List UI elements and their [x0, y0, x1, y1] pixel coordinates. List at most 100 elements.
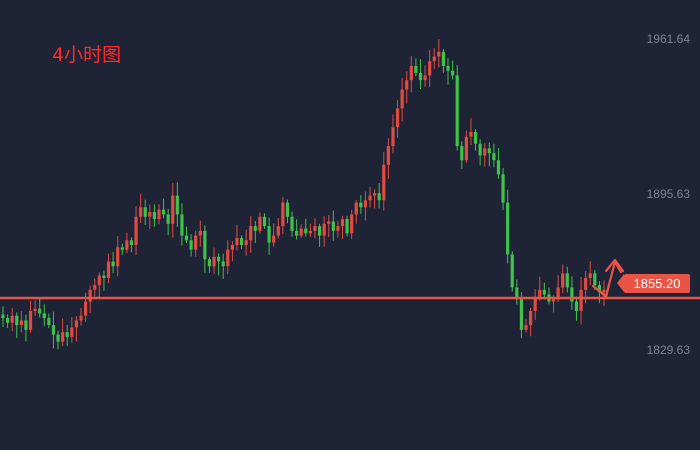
candle-body [171, 195, 175, 224]
candle-body [340, 219, 345, 227]
projection-arrowhead-down [595, 283, 611, 299]
candle-body [437, 51, 441, 57]
candle-body [400, 89, 404, 109]
candle-body [565, 273, 569, 288]
candle-body [428, 61, 432, 76]
candle-body [189, 240, 193, 250]
candle-body [244, 240, 248, 246]
candle-body [455, 75, 459, 147]
candle-body [574, 301, 579, 311]
candle-body [317, 226, 322, 236]
candle-body [359, 202, 363, 208]
candle-body [221, 261, 225, 267]
candle-body [327, 221, 331, 224]
candle-body [276, 226, 280, 236]
candle-body [157, 209, 161, 220]
candle-body [460, 146, 464, 161]
candle-body [506, 202, 510, 255]
candle-body [570, 287, 574, 302]
candle-body [478, 143, 482, 156]
candle-body [395, 108, 400, 128]
candle-body [515, 287, 519, 300]
candle-body [97, 275, 101, 286]
candle-body [322, 223, 326, 236]
candle-body [414, 65, 418, 74]
candle-body [579, 289, 583, 311]
candle-body [139, 207, 143, 217]
candle-body [239, 237, 244, 246]
candle-body [405, 80, 409, 90]
candle-body [116, 247, 120, 267]
candle-body [593, 273, 597, 286]
candle-body [161, 209, 166, 215]
candle-body [382, 164, 386, 201]
candle-body [373, 193, 377, 196]
candle-body [528, 310, 533, 326]
candle-body [198, 230, 202, 236]
candle-body [166, 214, 170, 224]
candle-body [331, 221, 335, 231]
candle-body [111, 261, 115, 267]
candle-body [253, 226, 257, 231]
candle-body [363, 200, 368, 208]
candle-body [83, 301, 88, 316]
y-tick-label: 1961.64 [646, 31, 690, 46]
candle-body [313, 226, 317, 231]
candle-body [51, 325, 56, 335]
candle-body [148, 212, 152, 217]
candle-body [345, 219, 349, 234]
candle-body [262, 216, 267, 227]
candle-body [24, 320, 28, 330]
chart-title: 4小时图 [52, 44, 122, 66]
candle-body [152, 212, 156, 220]
candle-body [61, 332, 65, 342]
candle-body [469, 131, 473, 137]
candle-body [584, 278, 588, 290]
candle-body [354, 202, 358, 215]
candle-body [143, 207, 147, 217]
candle-body [194, 235, 198, 250]
candle-body [290, 216, 294, 231]
projection-arrowhead-up [604, 258, 625, 273]
candle-body [258, 216, 262, 231]
candle-body [125, 240, 129, 250]
candle-body [409, 65, 413, 81]
candle-body [551, 299, 556, 302]
candle-body [538, 289, 542, 297]
candle-body [74, 320, 79, 328]
candle-body [473, 131, 478, 144]
candle-body [93, 285, 97, 290]
candle-body [203, 230, 207, 260]
candle-body [10, 315, 14, 323]
candle-body [249, 226, 253, 241]
candle-body [184, 235, 189, 241]
candle-body [377, 193, 381, 201]
candle-body [38, 308, 42, 314]
candle-body [235, 237, 239, 246]
candle-body [519, 299, 524, 330]
candle-body [533, 296, 537, 311]
candle-body [1, 314, 5, 319]
candle-body [483, 148, 487, 156]
candle-body [5, 318, 10, 323]
candle-body [106, 261, 111, 279]
candle-body [432, 56, 436, 62]
candle-body [88, 289, 92, 302]
candle-body [501, 174, 505, 203]
candle-body [496, 160, 501, 175]
candle-body [602, 289, 606, 293]
candle-body [226, 249, 230, 267]
candle-body [524, 325, 528, 330]
candle-body [597, 285, 602, 293]
candle-body [561, 273, 565, 288]
candle-body [217, 256, 221, 262]
candles-group [1, 39, 606, 350]
candle-body [542, 289, 546, 295]
candle-body [129, 240, 134, 246]
candle-body [336, 226, 340, 231]
candle-body [212, 256, 216, 267]
candle-body [175, 195, 179, 215]
candle-body [295, 230, 299, 236]
candle-body [230, 245, 234, 250]
